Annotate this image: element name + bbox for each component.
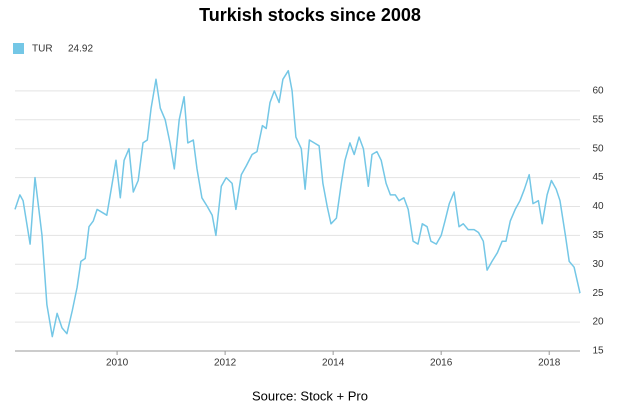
y-tick-label: 55 <box>592 114 604 125</box>
chart-title: Turkish stocks since 2008 <box>199 5 421 25</box>
y-tick-label: 35 <box>592 230 604 241</box>
legend-value: 24.92 <box>68 44 93 55</box>
x-tick-label: 2010 <box>106 358 129 369</box>
y-tick-label: 60 <box>592 86 604 97</box>
x-tick-label: 2012 <box>214 358 237 369</box>
source: Source: Stock + Pro <box>252 388 368 403</box>
y-tick-label: 15 <box>592 346 604 357</box>
line <box>14 69 581 338</box>
y-tick-label: 50 <box>592 143 604 154</box>
y-tick-label: 45 <box>592 172 604 183</box>
legend-label: TUR <box>32 44 53 55</box>
legend-swatch <box>13 43 24 54</box>
y-tick-label: 40 <box>592 201 604 212</box>
y-tick-label: 30 <box>592 259 604 270</box>
x-tick-label: 2018 <box>538 358 561 369</box>
y-tick-label: 20 <box>592 317 604 328</box>
x-tick-label: 2014 <box>322 358 345 369</box>
x-tick-label: 2016 <box>430 358 453 369</box>
y-tick-label: 25 <box>592 288 604 299</box>
